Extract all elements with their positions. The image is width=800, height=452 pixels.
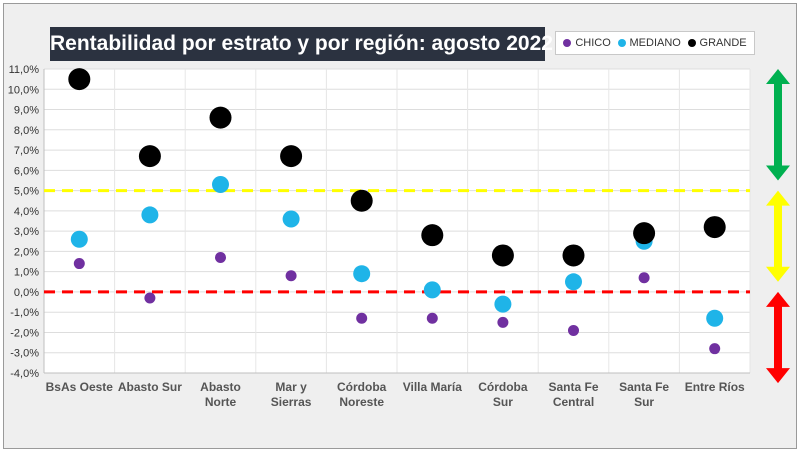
point-mediano — [212, 176, 229, 194]
point-chico — [215, 251, 226, 263]
legend-label-grande: GRANDE — [699, 37, 747, 49]
point-mediano — [70, 230, 88, 248]
red-arrow — [766, 291, 790, 384]
point-chico — [285, 270, 297, 282]
legend-item-grande: GRANDE — [687, 37, 747, 49]
y-tick-label: -3,0% — [10, 348, 39, 360]
point-chico — [638, 272, 650, 284]
x-tick-label: Central — [553, 395, 594, 409]
yellow-arrow — [766, 190, 790, 282]
y-tick-label: 11,0% — [9, 64, 40, 76]
legend-marker-grande — [687, 39, 696, 47]
y-tick-label: 7,0% — [14, 145, 39, 157]
y-tick-label: 9,0% — [14, 105, 39, 117]
point-grande — [633, 222, 656, 245]
point-grande — [68, 68, 91, 91]
y-tick-label: 5,0% — [14, 186, 39, 198]
x-tick-label: Santa Fe — [619, 380, 669, 394]
x-tick-label: Norte — [205, 395, 237, 409]
legend-item-chico: CHICO — [563, 37, 611, 49]
x-tick-label: Córdoba — [337, 380, 387, 394]
green-arrow — [766, 69, 790, 181]
y-tick-label: 10,0% — [8, 84, 39, 96]
point-chico — [426, 312, 438, 324]
point-mediano — [141, 206, 159, 224]
y-tick-label: 2,0% — [14, 246, 39, 258]
point-mediano — [423, 281, 441, 299]
x-tick-label: Abasto — [200, 380, 241, 394]
point-mediano — [282, 210, 300, 228]
x-tick-label: Entre Ríos — [685, 380, 745, 394]
point-chico — [709, 343, 721, 355]
point-grande — [350, 189, 373, 212]
x-tick-label: Sur — [634, 395, 654, 409]
y-tick-label: 6,0% — [14, 165, 39, 177]
legend-marker-mediano — [617, 39, 626, 47]
x-tick-label: Noreste — [339, 395, 384, 409]
point-grande — [421, 224, 444, 247]
legend-label-mediano: MEDIANO — [629, 37, 681, 49]
x-tick-label: Villa María — [403, 380, 462, 394]
point-grande — [562, 244, 585, 267]
y-tick-label: -4,0% — [10, 368, 39, 380]
y-tick-label: 1,0% — [14, 267, 39, 279]
point-chico — [497, 316, 509, 328]
x-tick-label: Santa Fe — [548, 380, 598, 394]
y-tick-label: 4,0% — [14, 206, 39, 218]
x-tick-label: BsAs Oeste — [46, 380, 114, 394]
point-mediano — [353, 265, 371, 283]
point-mediano — [706, 309, 724, 327]
point-grande — [491, 244, 514, 267]
point-chico — [144, 292, 156, 304]
legend-item-mediano: MEDIANO — [617, 37, 681, 49]
point-mediano — [565, 273, 582, 291]
x-tick-label: Abasto Sur — [118, 380, 182, 394]
point-grande — [209, 106, 232, 129]
x-tick-label: Sierras — [271, 395, 312, 409]
legend-marker-chico — [563, 39, 572, 47]
point-chico — [356, 312, 368, 324]
chart-title: Rentabilidad por estrato y por región: a… — [50, 27, 553, 61]
legend: CHICO MEDIANO GRANDE — [555, 31, 755, 55]
point-grande — [138, 145, 161, 168]
y-tick-label: -1,0% — [10, 307, 39, 319]
y-tick-label: 3,0% — [14, 226, 39, 238]
point-grande — [280, 145, 303, 168]
x-tick-label: Mar y — [275, 380, 307, 394]
legend-label-chico: CHICO — [575, 37, 611, 49]
point-chico — [73, 258, 85, 270]
point-mediano — [494, 295, 512, 313]
point-grande — [703, 216, 726, 239]
point-chico — [568, 324, 579, 336]
y-tick-label: -2,0% — [10, 327, 39, 339]
y-tick-label: 8,0% — [14, 125, 39, 137]
x-tick-label: Córdoba — [478, 380, 528, 394]
y-tick-label: 0,0% — [14, 287, 39, 299]
x-tick-label: Sur — [493, 395, 513, 409]
